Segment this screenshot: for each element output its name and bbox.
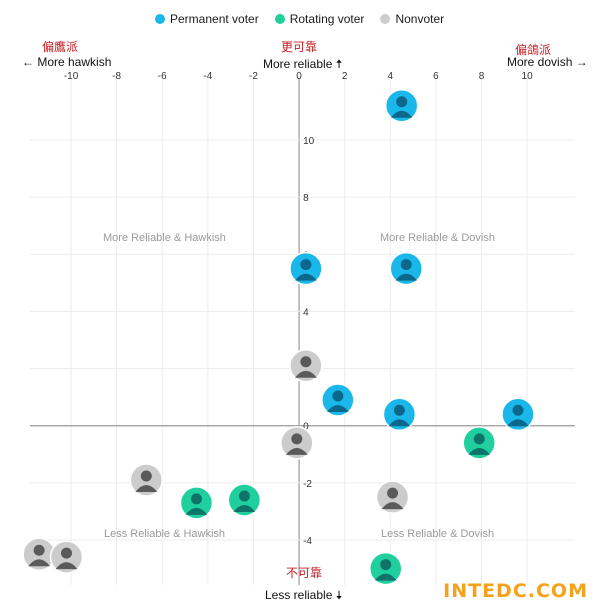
- portrait-head-icon: [400, 259, 412, 271]
- data-point: [179, 486, 214, 520]
- y-tick-label: 4: [303, 307, 309, 318]
- legend: Permanent voter Rotating voter Nonvoter: [155, 12, 444, 26]
- legend-label-nonvoter: Nonvoter: [395, 12, 445, 26]
- legend-label-permanent: Permanent voter: [170, 12, 259, 26]
- quadrant-label-unreliable-hawkish: Less Reliable & Hawkish: [104, 528, 226, 540]
- data-point: [321, 383, 355, 417]
- quadrant-label-reliable-hawkish: More Reliable & Hawkish: [103, 232, 226, 244]
- portrait-shoulders-icon: [285, 447, 308, 455]
- data-point: [382, 397, 417, 432]
- portrait-head-icon: [291, 433, 303, 445]
- x-tick-label: -2: [249, 71, 258, 82]
- portrait-head-icon: [300, 356, 312, 368]
- data-point: [462, 426, 496, 460]
- portrait-head-icon: [512, 404, 524, 416]
- portrait-head-icon: [190, 493, 202, 505]
- data-point: [289, 251, 323, 286]
- quadrant-label-unreliable-dovish: Less Reliable & Dovish: [381, 528, 495, 540]
- portrait-head-icon: [332, 390, 344, 402]
- y-tick-label: 10: [303, 136, 315, 147]
- x-tick-label: 0: [296, 71, 302, 82]
- x-tick-label: 10: [522, 71, 534, 82]
- portrait-shoulders-icon: [390, 110, 413, 118]
- reliable-axis-label: More reliable 🠅: [263, 57, 343, 71]
- data-point: [368, 551, 403, 586]
- grid-lines: [30, 78, 575, 585]
- dovish-axis-label: More dovish →: [507, 55, 588, 69]
- hawkish-chinese-label: 偏鷹派: [42, 40, 79, 54]
- portrait-head-icon: [60, 547, 72, 559]
- quadrant-label-reliable-dovish: More Reliable & Dovish: [380, 232, 495, 244]
- legend-swatch-rotating: [274, 14, 285, 24]
- portrait-head-icon: [396, 96, 408, 108]
- portrait-shoulders-icon: [135, 485, 158, 492]
- data-point: [280, 426, 314, 460]
- unreliable-axis-label: Less reliable 🠇: [265, 588, 343, 602]
- y-tick-label: 8: [303, 193, 309, 204]
- x-tick-label: -8: [112, 71, 121, 82]
- data-point: [49, 540, 84, 574]
- x-tick-label: -6: [158, 71, 167, 82]
- hawkish-axis-label: ← More hawkish: [22, 55, 112, 69]
- x-tick-label: 8: [479, 71, 485, 82]
- data-point: [389, 251, 424, 286]
- y-tick-label: 0: [303, 422, 309, 433]
- portrait-shoulders-icon: [28, 559, 51, 567]
- x-tick-label: 6: [433, 71, 439, 82]
- data-point: [384, 88, 419, 123]
- portrait-shoulders-icon: [294, 370, 317, 378]
- data-point: [501, 397, 535, 432]
- portrait-shoulders-icon: [55, 562, 78, 570]
- legend-item-rotating: Rotating voter: [274, 12, 365, 26]
- portrait-shoulders-icon: [294, 273, 317, 281]
- portrait-shoulders-icon: [374, 573, 397, 581]
- dovish-chinese-label: 偏鴿派: [515, 43, 552, 57]
- data-points: [22, 88, 535, 586]
- portrait-shoulders-icon: [381, 502, 404, 510]
- data-point: [375, 480, 410, 514]
- x-tick-label: 2: [342, 71, 348, 82]
- portrait-head-icon: [473, 433, 485, 445]
- portrait-shoulders-icon: [388, 419, 411, 427]
- legend-swatch-nonvoter: [380, 14, 391, 24]
- portrait-head-icon: [380, 559, 392, 571]
- data-point: [129, 463, 164, 497]
- portrait-head-icon: [33, 544, 45, 556]
- portrait-shoulders-icon: [233, 505, 256, 512]
- y-tick-label: -4: [303, 536, 312, 547]
- legend-swatch-permanent: [155, 14, 165, 24]
- portrait-shoulders-icon: [395, 273, 418, 281]
- legend-item-permanent: Permanent voter: [155, 12, 259, 26]
- portrait-shoulders-icon: [468, 447, 491, 455]
- x-tick-label: -4: [203, 71, 212, 82]
- portrait-head-icon: [140, 470, 152, 482]
- portrait-head-icon: [238, 490, 250, 502]
- watermark-logo: INTEDC.COM: [443, 580, 588, 602]
- reliable-chinese-label: 更可靠: [281, 40, 318, 54]
- unreliable-chinese-label: 不可靠: [286, 566, 323, 580]
- x-tick-label: -10: [64, 71, 79, 82]
- portrait-shoulders-icon: [326, 405, 349, 412]
- portrait-head-icon: [387, 487, 399, 499]
- legend-item-nonvoter: Nonvoter: [380, 12, 444, 26]
- portrait-shoulders-icon: [506, 419, 529, 427]
- portrait-head-icon: [393, 404, 405, 416]
- y-tick-label: -2: [303, 479, 312, 490]
- x-tick-label: 4: [388, 71, 394, 82]
- data-point: [227, 483, 262, 517]
- data-point: [289, 348, 323, 383]
- portrait-head-icon: [300, 259, 312, 271]
- portrait-shoulders-icon: [185, 507, 208, 515]
- legend-label-rotating: Rotating voter: [289, 12, 365, 26]
